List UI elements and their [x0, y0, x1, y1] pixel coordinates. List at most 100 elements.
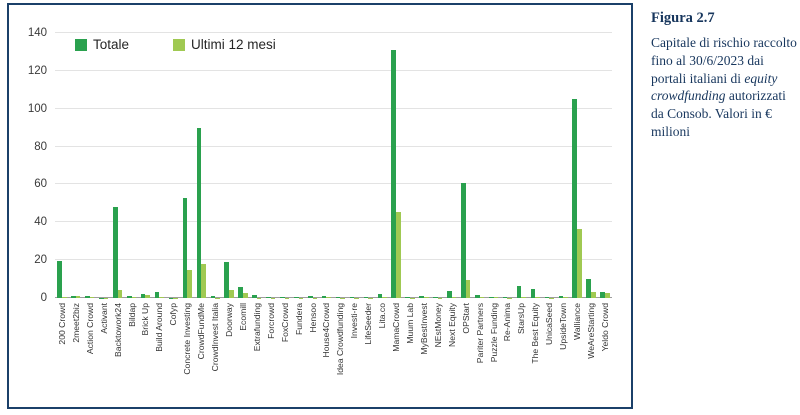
- x-tick-cell-11: CrowdInvest Italia: [208, 300, 222, 406]
- x-tick-label: Lita.co: [377, 303, 388, 329]
- y-axis: 0 20 40 60 80 100 120 140: [9, 27, 51, 304]
- bar-totale-22: [363, 297, 369, 298]
- x-axis: 200 Crowd 2meet2biz Action Crowd Activant Ba…: [55, 300, 612, 406]
- legend: Totale Ultimi 12 mesi: [75, 37, 276, 52]
- x-tick-cell-7: Build Around: [152, 300, 166, 406]
- x-tick-cell-28: Next Equity: [445, 300, 459, 406]
- x-tick-cell-34: The Best Equity: [528, 300, 542, 406]
- x-tick-label: Doorway: [224, 303, 235, 337]
- x-tick-cell-30: Pariter Partners: [473, 300, 487, 406]
- bar-ultimi-26: [423, 297, 429, 298]
- x-tick-cell-8: Cofyp: [166, 300, 180, 406]
- x-tick-label: Ecomill: [237, 303, 248, 331]
- gridline-20: [55, 259, 612, 261]
- x-tick-label: StarsUp: [516, 303, 527, 335]
- x-tick-label: CrowdFundMe: [196, 303, 207, 360]
- x-tick-cell-29: OPStart: [459, 300, 473, 406]
- bar-group-20: [333, 33, 347, 298]
- x-tick-label: Next Equity: [446, 303, 457, 347]
- x-tick-label: NEstMoney: [432, 303, 443, 348]
- bar-totale-12: [224, 262, 230, 298]
- bar-group-34: [528, 33, 542, 298]
- x-tick-cell-13: Ecomill: [236, 300, 250, 406]
- bar-totale-2: [85, 295, 90, 298]
- bar-totale-34: [530, 289, 536, 298]
- x-tick-label: Cofyp: [168, 303, 179, 326]
- bar-totale-9: [182, 197, 188, 298]
- bar-totale-21: [349, 297, 355, 298]
- bar-group-5: [125, 33, 139, 298]
- x-tick-label: Investi-re: [349, 303, 360, 339]
- x-tick-cell-21: Investi-re: [347, 300, 361, 406]
- bar-group-6: [139, 33, 153, 298]
- bar-group-26: [417, 33, 431, 298]
- x-tick-cell-2: Action Crowd: [83, 300, 97, 406]
- x-tick-cell-38: WeAreStarting: [584, 300, 598, 406]
- bar-group-25: [403, 33, 417, 298]
- x-tick-label: Extrafunding: [251, 303, 262, 352]
- y-tick-label-80: 80: [34, 140, 47, 153]
- y-tick-label-140: 140: [27, 27, 47, 39]
- x-tick-cell-26: MyBestInvest: [417, 300, 431, 406]
- bar-totale-6: [140, 293, 146, 298]
- bar-totale-5: [126, 295, 132, 298]
- y-tick-label-40: 40: [34, 216, 47, 229]
- bar-ultimi-28: [451, 297, 457, 298]
- bar-group-30: [473, 33, 487, 298]
- x-tick-cell-36: UpsideTown: [556, 300, 570, 406]
- bar-totale-32: [502, 297, 508, 298]
- bars-row: [55, 33, 612, 298]
- x-tick-label: 200 Crowd: [56, 303, 67, 345]
- bar-group-1: [69, 33, 83, 298]
- x-tick-cell-37: Walliance: [570, 300, 584, 406]
- bar-ultimi-13: [242, 293, 248, 298]
- x-tick-cell-0: 200 Crowd: [55, 300, 69, 406]
- bar-ultimi-9: [187, 269, 192, 298]
- bar-totale-35: [544, 297, 550, 298]
- x-tick-label: MamaCrowd: [391, 303, 402, 352]
- bar-ultimi-12: [229, 290, 234, 298]
- x-tick-label: Activant: [98, 303, 109, 334]
- bar-group-2: [83, 33, 97, 298]
- bar-totale-14: [252, 295, 257, 298]
- bar-totale-1: [71, 296, 76, 298]
- x-tick-cell-15: Forcrowd: [264, 300, 278, 406]
- bar-ultimi-33: [521, 296, 526, 298]
- x-tick-label: Brick Up: [140, 303, 151, 336]
- bar-totale-10: [196, 127, 202, 298]
- gridline-140: [55, 32, 612, 33]
- bar-ultimi-37: [577, 228, 582, 298]
- caption-text-before: Capitale di rischio raccolto fino al 30/…: [651, 35, 797, 86]
- x-tick-cell-16: FoxCrowd: [278, 300, 292, 406]
- bar-group-11: [208, 33, 222, 298]
- bar-totale-20: [335, 297, 341, 298]
- gridline-100: [55, 107, 612, 109]
- x-tick-cell-3: Activant: [97, 300, 111, 406]
- y-tick-label-60: 60: [34, 178, 47, 191]
- x-tick-label: Yeldo Crowd: [599, 303, 610, 352]
- bar-totale-4: [113, 207, 118, 298]
- bar-group-31: [487, 33, 501, 298]
- x-tick-cell-6: Brick Up: [139, 300, 153, 406]
- x-tick-label: Walliance: [572, 303, 583, 340]
- bar-ultimi-19: [326, 297, 332, 298]
- bar-totale-28: [447, 291, 452, 298]
- bar-ultimi-7: [159, 297, 164, 298]
- bar-group-32: [501, 33, 515, 298]
- x-tick-label: Pariter Partners: [474, 303, 485, 364]
- bar-totale-31: [488, 296, 494, 298]
- bar-group-29: [459, 33, 473, 298]
- bar-totale-11: [210, 295, 216, 298]
- bar-ultimi-23: [382, 297, 387, 298]
- bar-group-14: [250, 33, 264, 298]
- bar-ultimi-34: [535, 297, 540, 298]
- bar-group-10: [194, 33, 208, 298]
- x-tick-label: Idea Crowdfunding: [335, 303, 346, 376]
- y-tick-label-100: 100: [27, 102, 47, 115]
- bar-totale-26: [419, 296, 424, 298]
- bar-group-0: [55, 33, 69, 298]
- x-tick-cell-20: Idea Crowdfunding: [333, 300, 347, 406]
- x-tick-label: Forcrowd: [265, 303, 276, 339]
- bar-ultimi-31: [493, 297, 499, 298]
- x-tick-label: WeAreStarting: [585, 303, 596, 359]
